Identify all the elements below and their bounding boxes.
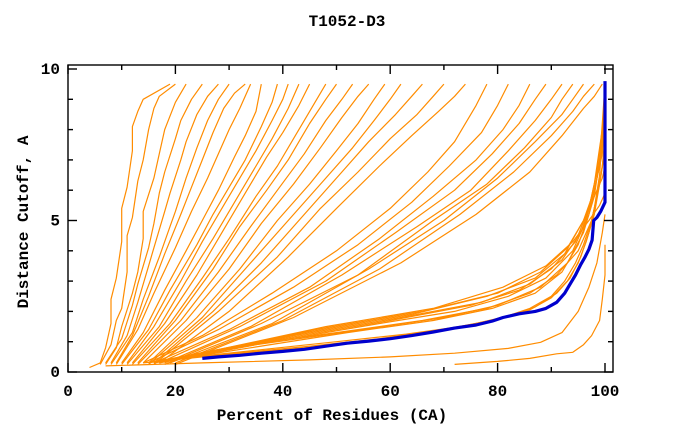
model-curve [126,83,300,365]
model-curve [148,83,509,364]
model-curve [126,83,289,364]
model-curve [110,83,219,364]
model-curve [175,83,603,365]
model-curves-layer [89,81,607,369]
model-curve [121,83,262,364]
model-curve [164,150,606,361]
y-axis-label: Distance Cutoff, A [15,135,33,308]
model-curve [169,93,606,361]
model-curve [131,83,311,364]
model-curve [153,83,423,364]
model-curve [175,83,595,364]
model-curve [105,83,187,365]
model-curve [153,83,445,365]
model-curve [137,83,337,364]
model-curve [89,83,171,369]
model-curve [454,244,606,365]
model-curve [99,83,176,365]
x-axis-label: Percent of Residues (CA) [217,407,447,425]
x-tick-label: 40 [273,383,292,401]
model-curve [164,111,606,362]
model-curve [121,83,278,365]
model-curve [105,83,203,364]
model-curve [142,83,370,364]
model-curve [115,83,246,364]
x-tick-label: 20 [166,383,185,401]
model-curve [148,83,402,365]
model-curve [148,83,386,364]
model-curve [169,83,584,364]
y-tick-label: 10 [41,61,60,79]
chart-title: T1052-D3 [309,13,386,31]
y-tick-label: 0 [50,364,60,382]
x-tick-label: 100 [591,383,620,401]
x-tick-label: 0 [63,383,73,401]
plot-frame [67,64,614,373]
model-curve [158,83,466,364]
model-curve [131,83,327,365]
axes-layer: 0 20 40 60 80 100 0 5 10 [41,61,620,401]
model-curve [164,83,563,364]
model-curve [142,83,488,364]
highlight-curve [202,81,607,360]
model-curve [191,192,606,356]
model-curve [164,83,574,365]
model-curve [105,214,606,367]
x-tick-label: 60 [381,383,400,401]
model-curve [180,117,606,358]
model-curve [153,83,531,364]
x-tick-label: 80 [488,383,507,401]
model-curve [137,83,354,365]
model-curve [115,83,252,365]
model-curve [159,83,547,364]
y-tick-label: 5 [50,213,60,231]
model-curve [110,83,230,365]
